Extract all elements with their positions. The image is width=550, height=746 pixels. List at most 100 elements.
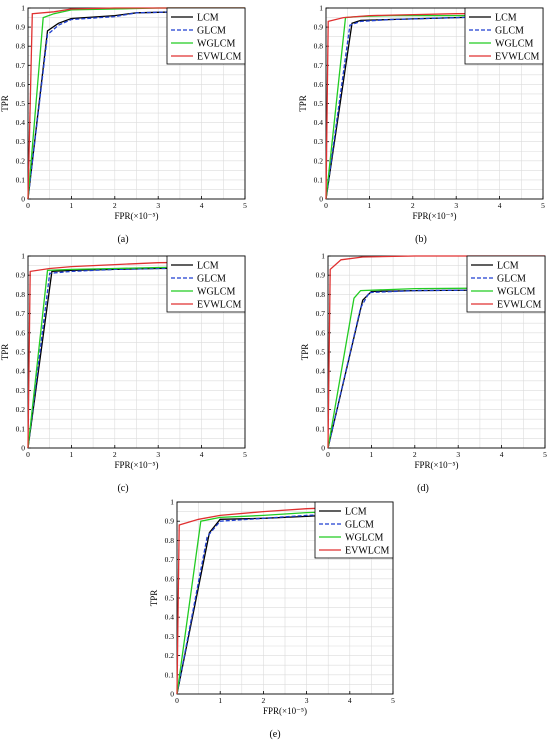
- y-tick-label: 0: [321, 444, 325, 453]
- x-tick-label: 1: [368, 201, 372, 210]
- y-tick-label: 0.7: [165, 555, 175, 564]
- y-tick-label: 0: [21, 195, 25, 204]
- x-tick-label: 3: [454, 201, 458, 210]
- y-tick-label: 0.8: [165, 536, 175, 545]
- chart-panel-d: 0 1 2 3 4 5 0 0.1 0.2 0.3 0.4 0.5 0.6 0.7 0.8 0.9 1 FPR(×…: [300, 252, 547, 495]
- x-tick-label: 4: [200, 201, 204, 210]
- x-tick-label: 4: [500, 450, 504, 459]
- x-tick-label: 1: [218, 696, 222, 705]
- y-tick-label: 0.2: [316, 405, 326, 414]
- y-tick-label: 0.5: [16, 99, 26, 108]
- y-tick-label: 1: [170, 498, 174, 507]
- x-tick-label: 3: [456, 450, 460, 459]
- y-tick-label: 0.3: [165, 632, 175, 641]
- y-tick-label: 1: [321, 252, 325, 261]
- y-tick-label: 0.6: [314, 80, 324, 89]
- series-line-glcm: [27, 266, 246, 449]
- y-tick-label: 0.8: [316, 290, 326, 299]
- y-tick-label: 0.6: [316, 328, 326, 337]
- legend-label-lcm: LCM: [497, 261, 519, 272]
- x-tick-label: 2: [411, 201, 415, 210]
- y-tick-label: 0.4: [316, 367, 326, 376]
- legend-label-glcm: GLCM: [345, 520, 374, 531]
- legend-label-wglcm: WGLCM: [497, 287, 535, 298]
- y-tick-label: 0.9: [314, 23, 324, 32]
- y-tick-label: 0: [170, 690, 174, 699]
- legend-label-lcm: LCM: [345, 507, 367, 518]
- legend-label-lcm: LCM: [197, 261, 219, 272]
- y-tick-label: 0.4: [16, 367, 26, 376]
- y-tick-label: 0.3: [16, 137, 26, 146]
- y-tick-label: 0.5: [165, 594, 175, 603]
- x-axis-label: FPR(×10⁻⁵): [415, 460, 459, 470]
- legend: LCM GLCM WGLCM EVWLCM: [166, 255, 246, 313]
- legend-label-wglcm: WGLCM: [197, 287, 235, 298]
- y-tick-label: 0.7: [16, 309, 26, 318]
- x-tick-label: 2: [413, 450, 417, 459]
- y-tick-label: 0.3: [314, 137, 324, 146]
- x-tick-label: 0: [26, 450, 30, 459]
- x-tick-label: 4: [348, 696, 352, 705]
- x-tick-label: 5: [243, 201, 247, 210]
- x-axis-label: FPR(×10⁻⁵): [413, 211, 457, 221]
- legend-label-wglcm: WGLCM: [197, 39, 235, 50]
- y-tick-label: 0.9: [16, 23, 26, 32]
- y-tick-label: 0.5: [16, 348, 26, 357]
- y-tick-label: 0.6: [16, 328, 26, 337]
- series-line-lcm: [327, 288, 546, 449]
- legend-label-glcm: GLCM: [495, 26, 524, 37]
- x-tick-label: 0: [326, 450, 330, 459]
- x-tick-label: 4: [498, 201, 502, 210]
- y-tick-label: 0.7: [316, 309, 326, 318]
- y-tick-label: 0.7: [314, 61, 324, 70]
- x-tick-label: 0: [26, 201, 30, 210]
- y-tick-label: 0.2: [16, 156, 26, 165]
- panel-caption: (b): [415, 234, 427, 245]
- y-tick-label: 0.5: [314, 99, 324, 108]
- legend-label-evwlcm: EVWLCM: [495, 52, 540, 63]
- y-tick-label: 0.6: [165, 574, 175, 583]
- y-tick-label: 0.9: [16, 271, 26, 280]
- y-tick-label: 0.2: [314, 156, 324, 165]
- chart-panel-b: 0 1 2 3 4 5 0 0.1 0.2 0.3 0.4 0.5 0.6 0.7 0.8 0.9 1 FPR(×…: [298, 4, 545, 246]
- y-axis-label: TPR: [0, 344, 10, 361]
- y-tick-label: 0.1: [314, 175, 324, 184]
- legend-label-evwlcm: EVWLCM: [197, 52, 242, 63]
- y-tick-label: 0.8: [314, 42, 324, 51]
- x-tick-label: 2: [113, 201, 117, 210]
- legend-label-lcm: LCM: [495, 13, 517, 24]
- x-tick-label: 5: [391, 696, 395, 705]
- y-tick-label: 0.5: [316, 348, 326, 357]
- legend-label-glcm: GLCM: [197, 26, 226, 37]
- legend: LCM GLCM WGLCM EVWLCM: [464, 7, 544, 65]
- series-line-evwlcm: [327, 255, 545, 449]
- y-tick-label: 0.1: [316, 424, 326, 433]
- x-tick-label: 1: [370, 450, 374, 459]
- x-tick-label: 5: [243, 450, 247, 459]
- y-tick-label: 0.7: [16, 61, 26, 70]
- series-line-glcm: [176, 510, 394, 695]
- panel-caption: (e): [269, 729, 280, 740]
- legend-label-wglcm: WGLCM: [495, 39, 533, 50]
- legend-label-evwlcm: EVWLCM: [497, 300, 542, 311]
- y-tick-label: 0: [21, 444, 25, 453]
- legend-label-glcm: GLCM: [197, 274, 226, 285]
- y-axis-label: TPR: [300, 344, 310, 361]
- series-line-wglcm: [327, 287, 546, 449]
- y-tick-label: 0.3: [16, 386, 26, 395]
- chart-panel-c: 0 1 2 3 4 5 0 0.1 0.2 0.3 0.4 0.5 0.6 0.7 0.8 0.9 1 FPR(×…: [0, 252, 247, 495]
- y-tick-label: 0.1: [16, 424, 26, 433]
- y-tick-label: 0.9: [316, 271, 326, 280]
- series-line-evwlcm: [27, 261, 246, 449]
- series-line-evwlcm: [176, 505, 394, 695]
- series-line-evwlcm: [27, 7, 245, 200]
- legend: LCM GLCM WGLCM EVWLCM: [314, 501, 394, 559]
- y-tick-label: 1: [21, 252, 25, 261]
- y-tick-label: 0.3: [316, 386, 326, 395]
- y-axis-label: TPR: [0, 95, 10, 112]
- x-axis-label: FPR(×10⁻⁵): [263, 706, 307, 716]
- y-tick-label: 0.4: [165, 613, 175, 622]
- legend-label-wglcm: WGLCM: [345, 533, 383, 544]
- x-tick-label: 2: [113, 450, 117, 459]
